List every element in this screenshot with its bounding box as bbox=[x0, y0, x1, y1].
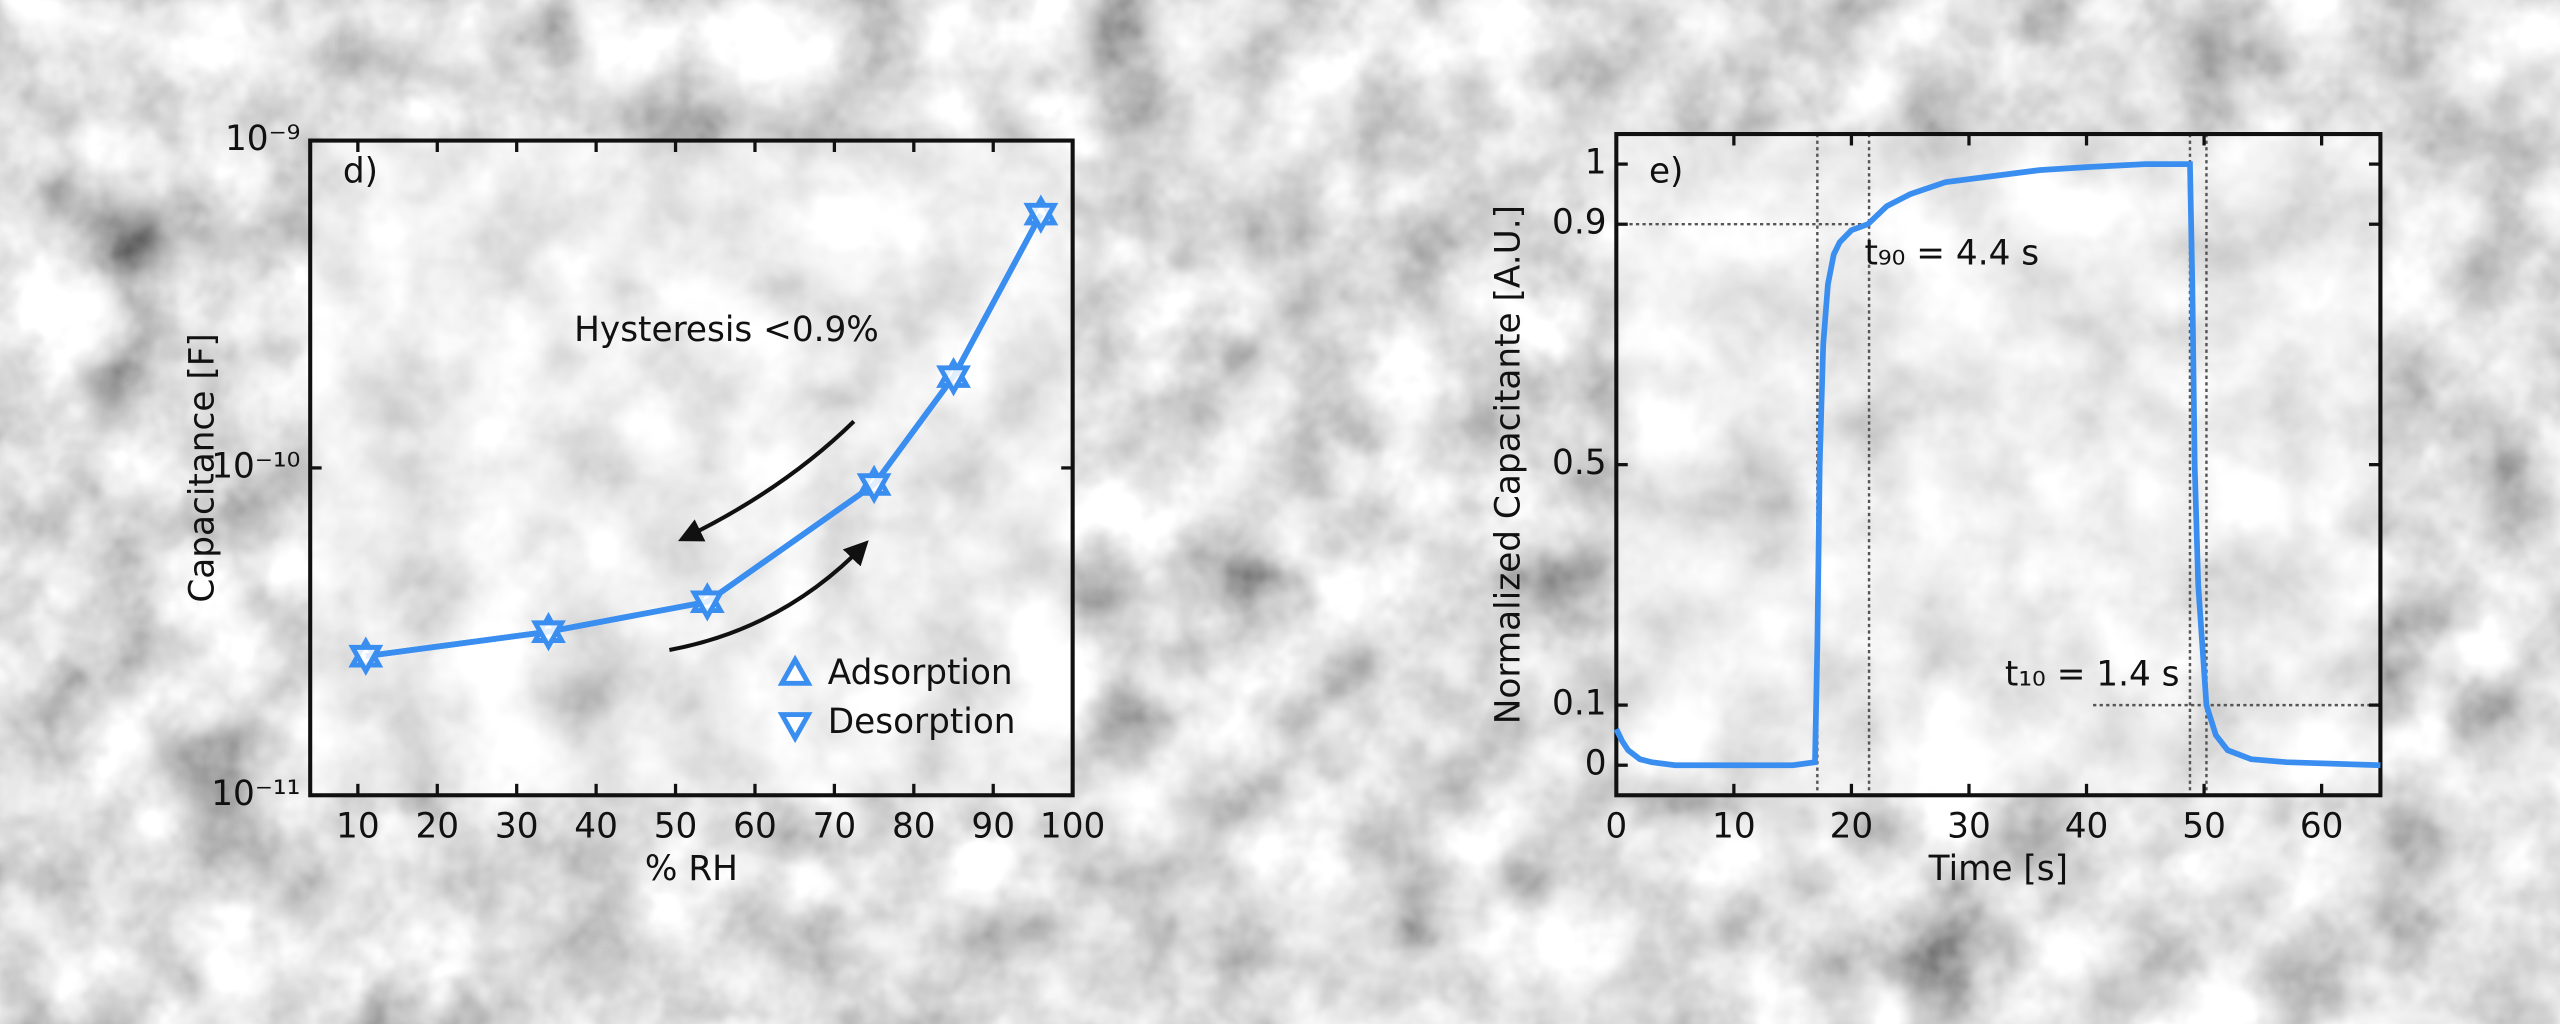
x-tick-label: 60 bbox=[733, 806, 777, 846]
data-marker bbox=[856, 473, 892, 505]
plot-area bbox=[1616, 134, 2381, 796]
x-tick-label: 40 bbox=[574, 806, 618, 846]
y-tick-label: 0.1 bbox=[1552, 684, 1607, 724]
x-tick-label: 50 bbox=[2182, 806, 2226, 846]
y-tick-label: 0.5 bbox=[1552, 443, 1607, 483]
data-line bbox=[365, 212, 1044, 660]
x-tick-label: 10 bbox=[1712, 806, 1756, 846]
annotation: t₁₀ = 1.4 s bbox=[2005, 655, 2180, 695]
x-tick-label: 70 bbox=[813, 806, 857, 846]
y-tick-label: 10⁻¹⁰ bbox=[211, 446, 300, 486]
x-tick-label: 20 bbox=[1830, 806, 1874, 846]
x-tick-label: 10 bbox=[336, 806, 380, 846]
x-tick-label: 20 bbox=[415, 806, 459, 846]
x-tick-label: 30 bbox=[1947, 806, 1991, 846]
y-tick-label: 0 bbox=[1585, 744, 1607, 784]
y-tick-label: 0.9 bbox=[1552, 203, 1607, 243]
data-marker bbox=[348, 644, 384, 676]
plot-area bbox=[310, 140, 1073, 796]
data-marker bbox=[531, 620, 566, 652]
arrow bbox=[678, 419, 856, 542]
legend-label: Adsorption bbox=[828, 653, 1013, 693]
x-tick-label: 50 bbox=[654, 806, 698, 846]
panel-label: d) bbox=[343, 152, 378, 192]
x-axis-label: % RH bbox=[645, 849, 738, 889]
legend-marker bbox=[777, 654, 813, 686]
arrow bbox=[669, 540, 869, 652]
y-tick-label: 10⁻⁹ bbox=[225, 119, 300, 159]
data-marker bbox=[689, 590, 725, 622]
legend-marker bbox=[777, 712, 813, 744]
y-axis-label: Capacitance [F] bbox=[183, 333, 223, 602]
annotation: t₉₀ = 4.4 s bbox=[1864, 233, 2039, 273]
x-tick-label: 100 bbox=[1040, 806, 1105, 846]
annotation: Hysteresis <0.9% bbox=[574, 310, 879, 350]
x-tick-label: 30 bbox=[495, 806, 539, 846]
panel-label: e) bbox=[1649, 152, 1683, 192]
x-tick-label: 60 bbox=[2300, 806, 2344, 846]
x-tick-label: 80 bbox=[892, 806, 936, 846]
legend-label: Desorption bbox=[828, 702, 1016, 742]
data-marker bbox=[936, 365, 971, 397]
data-line bbox=[1613, 161, 2381, 769]
y-axis-label: Normalized Capacitante [A.U.] bbox=[1489, 205, 1529, 724]
x-axis-label: Time [s] bbox=[1928, 849, 2068, 889]
y-tick-label: 10⁻¹¹ bbox=[211, 774, 300, 814]
x-tick-label: 90 bbox=[971, 806, 1015, 846]
x-tick-label: 40 bbox=[2065, 806, 2109, 846]
x-tick-label: 0 bbox=[1605, 806, 1627, 846]
data-marker bbox=[1023, 202, 1059, 234]
y-tick-label: 1 bbox=[1585, 143, 1607, 183]
